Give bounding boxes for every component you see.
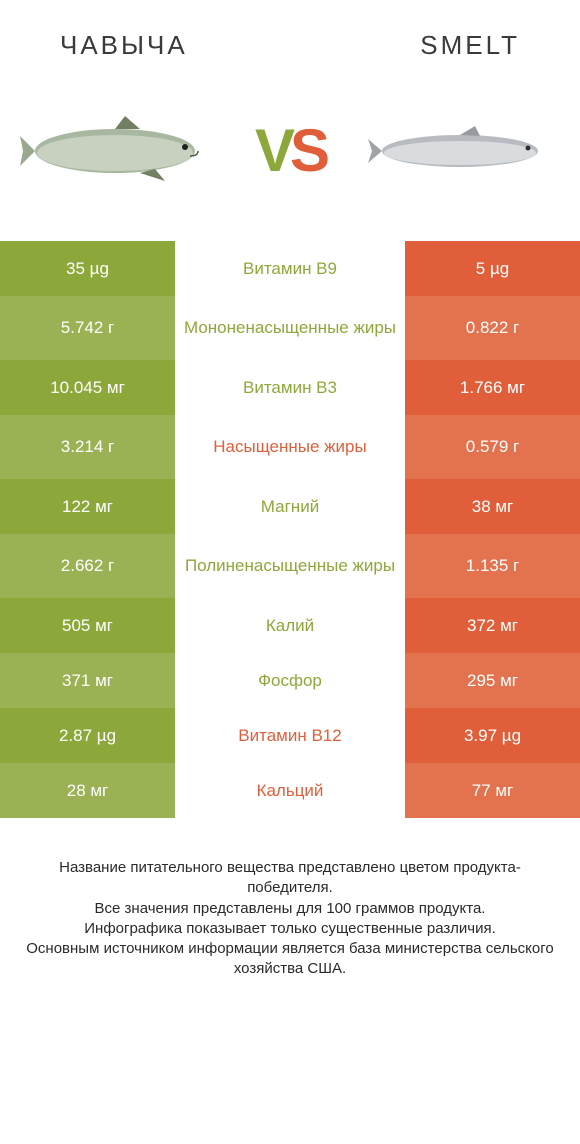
- left-title: ЧАВЫЧА: [60, 30, 188, 61]
- table-row: 122 мгМагний38 мг: [0, 479, 580, 534]
- vs-badge: VS: [255, 121, 325, 181]
- nutrient-label: Витамин B3: [175, 360, 405, 415]
- left-value: 10.045 мг: [0, 360, 175, 415]
- right-value: 38 мг: [405, 479, 580, 534]
- nutrient-label: Витамин B12: [175, 708, 405, 763]
- table-row: 5.742 гМононенасыщенные жиры0.822 г: [0, 296, 580, 360]
- footnote-line: Название питательного вещества представл…: [20, 858, 560, 899]
- right-value: 372 мг: [405, 598, 580, 653]
- right-value: 3.97 µg: [405, 708, 580, 763]
- vs-v: V: [255, 117, 290, 184]
- images-row: VS: [0, 81, 580, 241]
- nutrient-label: Кальций: [175, 763, 405, 818]
- table-row: 371 мгФосфор295 мг: [0, 653, 580, 708]
- table-row: 35 µgВитамин B95 µg: [0, 241, 580, 296]
- right-value: 295 мг: [405, 653, 580, 708]
- left-value: 2.662 г: [0, 534, 175, 598]
- nutrient-label: Мононенасыщенные жиры: [175, 296, 405, 360]
- footnote-line: Все значения представлены для 100 граммо…: [20, 899, 560, 919]
- table-row: 3.214 гНасыщенные жиры0.579 г: [0, 415, 580, 479]
- nutrient-label: Калий: [175, 598, 405, 653]
- footnote-line: Основным источником информации является …: [20, 939, 560, 980]
- smelt-icon: [360, 111, 560, 191]
- left-value: 371 мг: [0, 653, 175, 708]
- left-value: 122 мг: [0, 479, 175, 534]
- salmon-icon: [20, 111, 220, 191]
- left-value: 35 µg: [0, 241, 175, 296]
- right-value: 0.822 г: [405, 296, 580, 360]
- table-row: 28 мгКальций77 мг: [0, 763, 580, 818]
- nutrient-label: Магний: [175, 479, 405, 534]
- right-value: 77 мг: [405, 763, 580, 818]
- table-row: 505 мгКалий372 мг: [0, 598, 580, 653]
- right-title: SMELT: [420, 30, 520, 61]
- nutrient-label: Насыщенные жиры: [175, 415, 405, 479]
- comparison-table: 35 µgВитамин B95 µg5.742 гМононенасыщенн…: [0, 241, 580, 818]
- right-value: 1.135 г: [405, 534, 580, 598]
- left-value: 28 мг: [0, 763, 175, 818]
- header: ЧАВЫЧА SMELT: [0, 0, 580, 81]
- table-row: 2.87 µgВитамин B123.97 µg: [0, 708, 580, 763]
- table-row: 2.662 гПолиненасыщенные жиры1.135 г: [0, 534, 580, 598]
- nutrient-label: Фосфор: [175, 653, 405, 708]
- right-value: 0.579 г: [405, 415, 580, 479]
- left-value: 5.742 г: [0, 296, 175, 360]
- left-value: 505 мг: [0, 598, 175, 653]
- right-value: 5 µg: [405, 241, 580, 296]
- nutrient-label: Витамин B9: [175, 241, 405, 296]
- footnote: Название питательного вещества представл…: [0, 818, 580, 980]
- table-row: 10.045 мгВитамин B31.766 мг: [0, 360, 580, 415]
- footnote-line: Инфографика показывает только существенн…: [20, 919, 560, 939]
- left-value: 2.87 µg: [0, 708, 175, 763]
- left-value: 3.214 г: [0, 415, 175, 479]
- right-value: 1.766 мг: [405, 360, 580, 415]
- nutrient-label: Полиненасыщенные жиры: [175, 534, 405, 598]
- vs-s: S: [290, 117, 325, 184]
